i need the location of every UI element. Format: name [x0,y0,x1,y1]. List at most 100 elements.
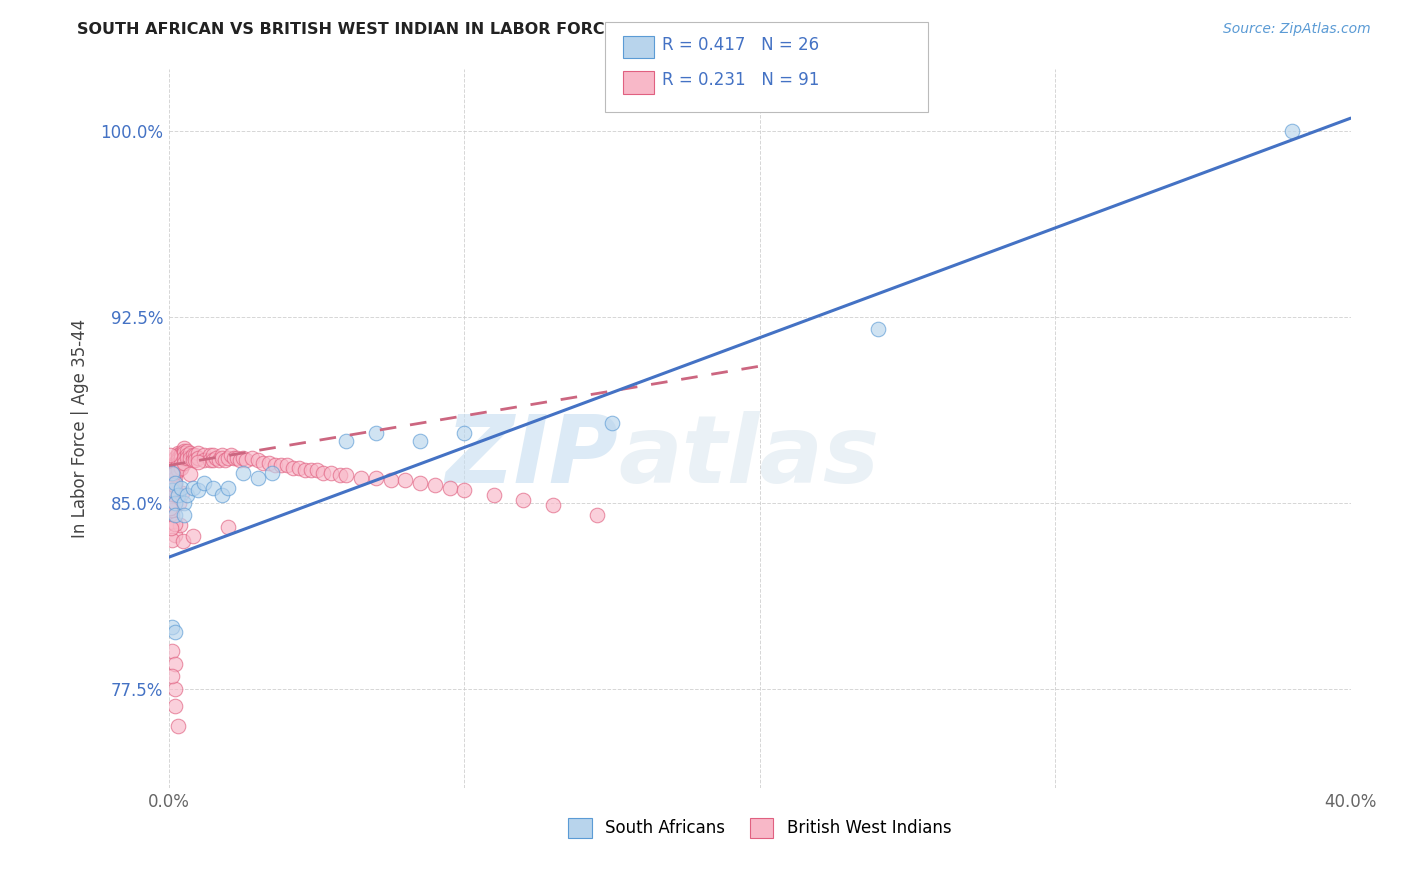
Point [160,491,183,505]
Text: R = 0.231   N = 91: R = 0.231 N = 91 [662,71,820,89]
Point [193,449,215,463]
Point [176,449,198,463]
Point [187,483,209,498]
Point [205,450,228,465]
Text: R = 0.417   N = 26: R = 0.417 N = 26 [662,36,820,54]
Point [281,461,304,475]
Point [163,475,186,490]
Point [179,446,201,460]
Point [235,453,257,467]
Text: ZIP: ZIP [446,411,619,503]
Point [160,483,183,498]
Point [200,449,222,463]
Point [202,481,225,495]
Point [179,450,201,465]
Point [270,458,292,473]
Point [246,453,269,467]
Point [160,483,183,498]
Point [159,477,181,491]
Point [166,488,188,502]
Point [866,322,889,336]
Point [163,495,186,509]
Point [160,475,183,490]
Point [453,483,475,498]
Point [211,449,233,463]
Point [160,669,183,683]
Point [167,496,190,510]
Point [193,453,215,467]
Point [181,481,204,495]
Point [173,443,195,458]
Point [329,468,352,483]
Point [163,657,186,671]
Point [193,475,215,490]
Point [166,450,188,465]
Point [163,528,186,542]
Point [181,529,204,543]
Point [217,520,239,534]
Point [200,453,222,467]
Y-axis label: In Labor Force | Age 35-44: In Labor Force | Age 35-44 [72,318,89,538]
Point [173,446,195,460]
Point [162,467,184,482]
Point [173,495,195,509]
Text: Source: ZipAtlas.com: Source: ZipAtlas.com [1223,22,1371,37]
Point [163,508,186,522]
Point [232,450,254,465]
Point [600,416,623,430]
Point [246,471,269,485]
Point [160,489,183,503]
Point [166,456,188,470]
Point [163,450,186,465]
Point [163,491,186,505]
Point [166,719,188,733]
Point [252,456,274,470]
Point [170,446,193,460]
Point [159,501,181,516]
Point [335,468,357,483]
Point [409,475,432,490]
Point [335,434,357,448]
Point [394,473,416,487]
Point [163,698,186,713]
Point [512,493,534,508]
Point [176,488,198,502]
Point [163,483,186,497]
Point [163,463,186,477]
Point [163,483,186,498]
Point [1281,123,1303,137]
Point [160,619,183,633]
Point [160,481,183,495]
Legend: South Africans, British West Indians: South Africans, British West Indians [561,812,957,844]
Point [160,644,183,658]
Point [380,473,402,487]
Point [163,456,186,470]
Text: atlas: atlas [619,411,879,503]
Point [211,450,233,465]
Point [229,453,252,467]
Point [166,458,188,473]
Point [165,516,187,531]
Point [184,453,207,467]
Point [294,463,316,477]
Point [276,458,298,473]
Point [586,508,609,522]
Point [163,624,186,639]
Point [163,477,186,491]
Point [187,450,209,465]
Point [240,450,263,465]
Text: SOUTH AFRICAN VS BRITISH WEST INDIAN IN LABOR FORCE | AGE 35-44 CORRELATION CHAR: SOUTH AFRICAN VS BRITISH WEST INDIAN IN … [77,22,924,38]
Point [163,466,186,480]
Point [173,441,195,455]
Point [172,533,194,548]
Point [170,456,193,470]
Point [217,481,239,495]
Point [176,443,198,458]
Point [160,471,183,485]
Point [169,518,191,533]
Point [208,453,231,467]
Point [225,450,247,465]
Point [160,508,183,522]
Point [264,458,287,473]
Point [170,449,193,463]
